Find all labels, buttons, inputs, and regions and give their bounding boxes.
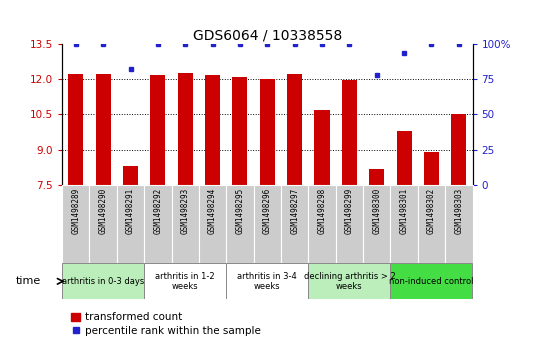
Bar — [260, 79, 275, 185]
Text: GSM1498302: GSM1498302 — [427, 187, 436, 234]
Text: arthritis in 0-3 days: arthritis in 0-3 days — [62, 277, 144, 286]
Text: declining arthritis > 2
weeks: declining arthritis > 2 weeks — [303, 272, 395, 291]
Bar — [451, 114, 467, 185]
Bar — [172, 185, 199, 263]
Text: GSM1498298: GSM1498298 — [318, 187, 327, 234]
Text: GSM1498290: GSM1498290 — [99, 187, 107, 234]
Bar — [150, 76, 165, 185]
Text: GSM1498303: GSM1498303 — [454, 187, 463, 234]
Bar — [390, 185, 418, 263]
Text: GSM1498297: GSM1498297 — [290, 187, 299, 234]
Bar — [308, 263, 390, 299]
Bar — [123, 166, 138, 185]
Bar — [308, 185, 336, 263]
Bar — [178, 73, 193, 185]
Bar — [68, 74, 83, 185]
Text: GSM1498296: GSM1498296 — [263, 187, 272, 234]
Bar — [314, 110, 329, 185]
Bar — [90, 185, 117, 263]
Bar — [342, 80, 357, 185]
Title: GDS6064 / 10338558: GDS6064 / 10338558 — [193, 28, 342, 42]
Bar — [117, 185, 144, 263]
Text: GSM1498299: GSM1498299 — [345, 187, 354, 234]
Text: arthritis in 1-2
weeks: arthritis in 1-2 weeks — [156, 272, 215, 291]
Text: GSM1498301: GSM1498301 — [400, 187, 409, 234]
Bar — [232, 77, 247, 185]
Bar — [144, 185, 172, 263]
Bar — [96, 74, 111, 185]
Bar — [390, 263, 472, 299]
Bar — [226, 263, 308, 299]
Text: arthritis in 3-4
weeks: arthritis in 3-4 weeks — [238, 272, 297, 291]
Bar — [199, 185, 226, 263]
Text: GSM1498289: GSM1498289 — [71, 187, 80, 234]
Text: time: time — [16, 276, 42, 286]
Text: GSM1498294: GSM1498294 — [208, 187, 217, 234]
Bar — [62, 185, 90, 263]
Bar — [281, 185, 308, 263]
Bar — [254, 185, 281, 263]
Bar — [205, 76, 220, 185]
Text: non-induced control: non-induced control — [389, 277, 474, 286]
Text: GSM1498291: GSM1498291 — [126, 187, 135, 234]
Bar — [62, 263, 144, 299]
Bar — [363, 185, 390, 263]
Bar — [369, 169, 384, 185]
Bar — [424, 152, 439, 185]
Bar — [287, 74, 302, 185]
Text: GSM1498292: GSM1498292 — [153, 187, 163, 234]
Bar — [418, 185, 445, 263]
Bar — [336, 185, 363, 263]
Text: GSM1498300: GSM1498300 — [372, 187, 381, 234]
Bar — [226, 185, 254, 263]
Bar — [144, 263, 226, 299]
Legend: transformed count, percentile rank within the sample: transformed count, percentile rank withi… — [68, 308, 265, 340]
Text: GSM1498295: GSM1498295 — [235, 187, 245, 234]
Bar — [445, 185, 472, 263]
Text: GSM1498293: GSM1498293 — [181, 187, 190, 234]
Bar — [396, 131, 411, 185]
